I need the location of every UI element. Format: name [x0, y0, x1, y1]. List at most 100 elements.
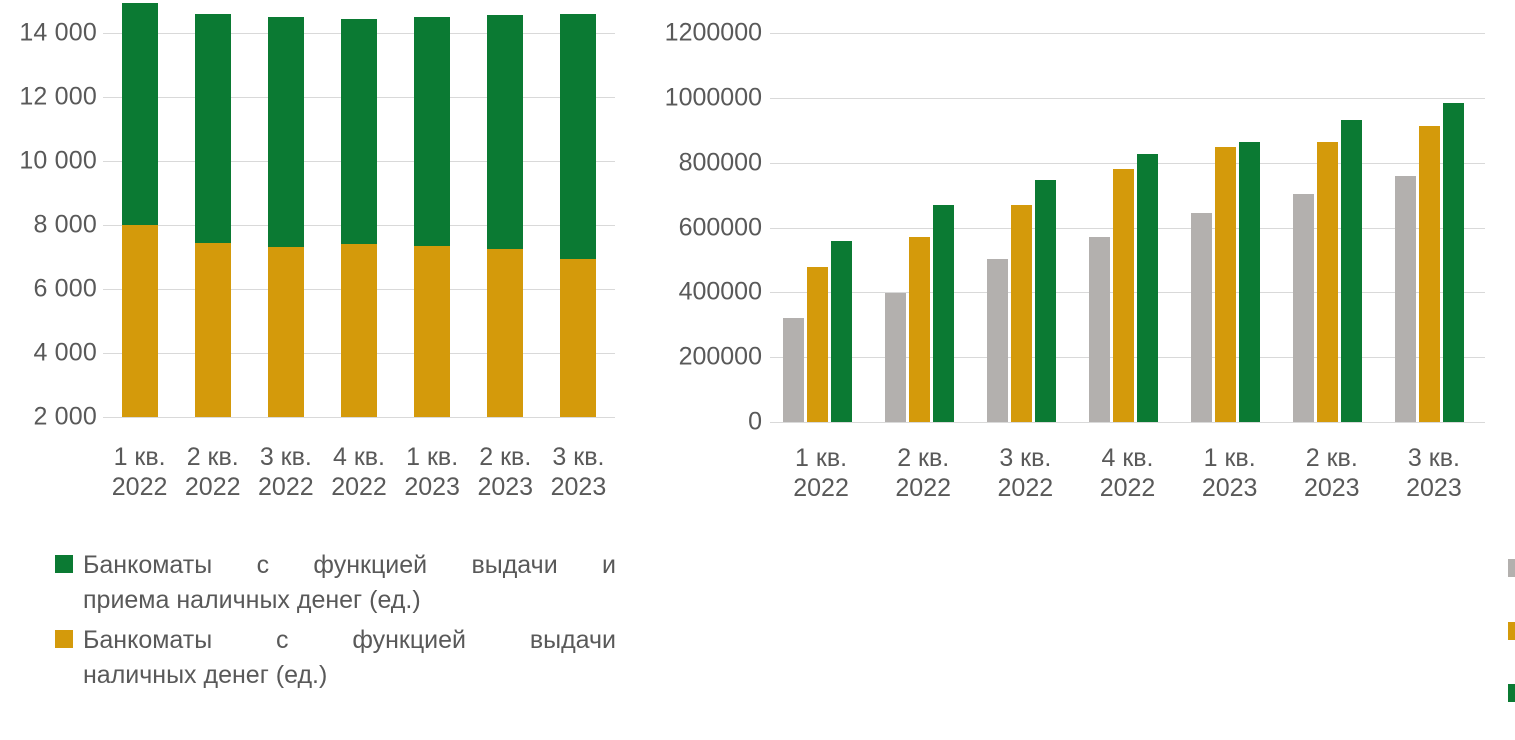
legend-item[interactable]: Банкоматы с функцией выдачи наличных ден…	[55, 623, 625, 692]
legend-swatch-green-icon	[1508, 684, 1515, 702]
x-axis-tick-label: 3 кв. 2022	[997, 444, 1054, 502]
atm-y-axis: 14 000 12 000 10 000 8 000 6 000 4 000 2 000	[5, 19, 97, 431]
legend-item[interactable]: Торговые точки (ед.)	[1508, 615, 1515, 650]
bar[interactable]	[830, 241, 852, 422]
bar-group	[1179, 33, 1281, 422]
y-axis-tick-label: 12 000	[19, 82, 97, 111]
bar[interactable]	[782, 317, 804, 422]
legend-swatch-green-icon	[55, 555, 73, 573]
x-axis-tick-label: 2 кв. 2022	[184, 443, 241, 501]
bar-group	[1281, 33, 1383, 422]
bar-segment[interactable]	[560, 258, 597, 417]
bar-group	[974, 33, 1076, 422]
bar[interactable]	[1419, 126, 1441, 422]
bar[interactable]	[1191, 212, 1213, 422]
x-axis-tick-label: 1 кв. 2023	[404, 443, 460, 501]
y-axis-tick-label: 0	[748, 407, 762, 436]
legend-item[interactable]: POS-терминалы (ед.)	[1508, 677, 1515, 712]
x-axis-tick-label: 2 кв. 2022	[895, 444, 952, 502]
y-axis-tick-label: 10 000	[19, 146, 97, 175]
legend-swatch-gold-icon	[1508, 621, 1515, 640]
bar[interactable]	[1010, 204, 1032, 422]
bar[interactable]	[806, 267, 828, 422]
bar-segment[interactable]	[267, 247, 304, 417]
gridline	[103, 417, 615, 418]
x-axis-tick-label: 2 кв. 2023	[1303, 444, 1360, 502]
x-axis-tick-label: 1 кв. 2022	[111, 443, 168, 501]
bar[interactable]	[1293, 194, 1315, 422]
gridline	[770, 162, 1485, 164]
y-axis-tick-label: 600000	[678, 213, 762, 241]
y-axis-tick-label: 14 000	[19, 18, 97, 47]
x-axis-tick-label: 3 кв. 2022	[258, 443, 314, 501]
bar[interactable]	[1034, 179, 1056, 422]
pos-y-axis: 1200000 1000000 800000 600000 400000 200000 0	[642, 19, 762, 436]
atm-plot-area: 14 000 12 000 10 000 8 000 6 000 4 000 2 000	[19, 2, 615, 431]
bar-group	[770, 33, 872, 422]
bar[interactable]	[1136, 153, 1158, 422]
bar-segment[interactable]	[487, 15, 524, 249]
bar[interactable]	[1395, 175, 1417, 422]
bar-group	[396, 17, 469, 417]
legend-swatch-grey-icon	[1508, 559, 1515, 577]
bar[interactable]	[1341, 119, 1363, 422]
y-axis-tick-label: 400000	[678, 277, 762, 306]
bar[interactable]	[986, 258, 1008, 422]
x-axis-tick-label: 3 кв. 2023	[1406, 444, 1462, 502]
pos-bars	[770, 33, 1485, 422]
x-axis-tick-label: 3 кв. 2023	[550, 443, 607, 501]
pos-plot-area: 1200000 1000000 800000 600000 400000 200000 0	[665, 19, 1485, 436]
bar[interactable]	[1317, 141, 1339, 422]
pos-legend: Предприниматели, всего (ед.) Торговые то…	[1508, 552, 1515, 740]
bar-group	[872, 33, 974, 422]
pos-chart-panel: 1200000 1000000 800000 600000 400000 200000 0 …	[640, 0, 1515, 719]
bar-group	[176, 13, 249, 417]
x-axis-tick-label: 4 кв. 2022	[331, 443, 387, 501]
bar-segment[interactable]	[340, 18, 377, 245]
legend-item[interactable]: Предприниматели, всего (ед.)	[1508, 552, 1515, 587]
bar-segment[interactable]	[121, 225, 158, 417]
bar-segment[interactable]	[194, 13, 231, 243]
chart-page: 14 000 12 000 10 000 8 000 6 000 4 000 2 000 1…	[0, 0, 1515, 719]
bar-group	[249, 17, 322, 417]
bar-segment[interactable]	[560, 14, 597, 259]
legend-item[interactable]: Банкоматы с функцией выдачи и приема нал…	[55, 548, 625, 617]
x-axis-tick-label: 1 кв. 2023	[1201, 444, 1258, 502]
bar[interactable]	[1215, 147, 1237, 422]
bar-segment[interactable]	[267, 17, 304, 248]
legend-label: Банкоматы с функцией выдачи наличных ден…	[83, 626, 616, 689]
y-axis-tick-label: 4 000	[33, 338, 97, 367]
bar[interactable]	[1239, 141, 1261, 422]
bar-segment[interactable]	[414, 17, 451, 247]
bar-group	[1383, 33, 1485, 422]
y-axis-tick-label: 800000	[678, 148, 762, 177]
bar-segment[interactable]	[340, 244, 377, 417]
bar[interactable]	[884, 292, 906, 422]
y-axis-tick-label: 1200000	[664, 18, 762, 47]
bar-segment[interactable]	[487, 248, 524, 417]
legend-label: Банкоматы с функцией выдачи и приема нал…	[83, 551, 616, 614]
bar-group	[469, 15, 542, 417]
y-axis-tick-label: 6 000	[33, 274, 97, 303]
gridline	[770, 422, 1485, 423]
atm-legend: Банкоматы с функцией выдачи и приема нал…	[55, 548, 625, 698]
bar-group	[542, 14, 615, 417]
y-axis-tick-label: 1000000	[664, 83, 762, 112]
y-axis-tick-label: 8 000	[33, 210, 97, 239]
bar[interactable]	[908, 237, 930, 422]
bar-group	[103, 2, 176, 417]
bar[interactable]	[1112, 169, 1134, 422]
bar-segment[interactable]	[194, 242, 231, 417]
bar-segment[interactable]	[414, 246, 451, 417]
atm-chart-panel: 14 000 12 000 10 000 8 000 6 000 4 000 2 000 1…	[0, 0, 640, 719]
x-axis-tick-label: 4 кв. 2022	[1099, 444, 1156, 502]
bar[interactable]	[932, 204, 954, 422]
x-axis-tick-label: 2 кв. 2023	[477, 443, 534, 501]
bar[interactable]	[1088, 237, 1110, 422]
legend-swatch-gold-icon	[55, 630, 73, 648]
x-axis-tick-label: 1 кв. 2022	[793, 444, 849, 502]
y-axis-tick-label: 200000	[678, 342, 762, 371]
bar[interactable]	[1443, 103, 1465, 422]
bar-segment[interactable]	[121, 2, 158, 225]
gridline	[770, 97, 1485, 99]
